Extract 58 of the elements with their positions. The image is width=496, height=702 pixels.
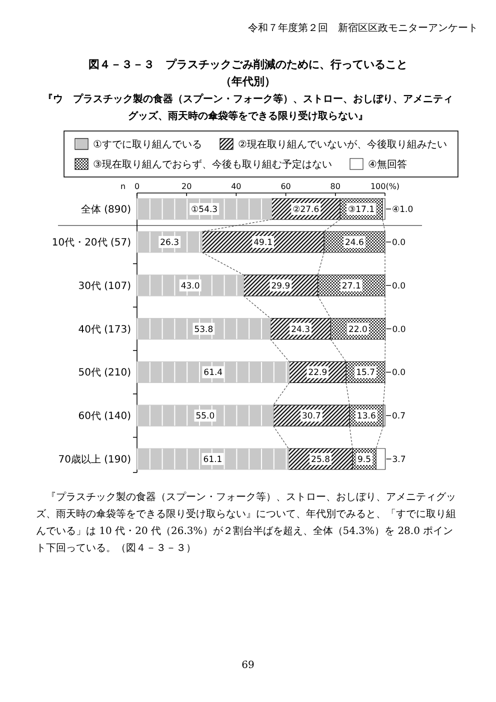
bar bbox=[136, 404, 274, 426]
data-label: 0.0 bbox=[392, 368, 406, 378]
data-label: 55.0 bbox=[196, 412, 215, 422]
text: 69 bbox=[242, 660, 254, 671]
data-label: 26.3 bbox=[160, 238, 180, 248]
x-tick-label: 40 bbox=[231, 182, 242, 191]
text: 『プラスチック製の食器（スプーン・フォーク等）、ストロー、おしぼり、アメニティグッズ、雨天時の傘袋等をできる限り受け取らない』について、年代別でみると、「すでに取り組んでいる」は 10 代・20 代（26.3%）が２割台半ばを超え、全体（54.3%）を 28.0 ポイント下回っている。（図４－３－３） bbox=[36, 491, 456, 554]
data-label: ④1.0 bbox=[392, 205, 414, 215]
data-label: 61.1 bbox=[203, 455, 222, 465]
y-tick-label: 40代 (173) bbox=[78, 324, 132, 336]
bar bbox=[136, 361, 290, 383]
text: 令和７年度第２回 新宿区区政モニターアンケート bbox=[248, 22, 478, 34]
chart-title: 図４－３－３ プラスチックごみ削減のために、行っていること bbox=[88, 58, 408, 71]
bar bbox=[202, 231, 324, 253]
data-label: 0.7 bbox=[392, 412, 406, 422]
data-label: ②27.6 bbox=[292, 205, 320, 215]
x-tick-label: 0 bbox=[134, 182, 140, 191]
data-label: 24.3 bbox=[291, 324, 310, 335]
data-label: ①54.3 bbox=[191, 205, 218, 215]
data-label: 27.1 bbox=[342, 281, 361, 292]
data-label: 22.9 bbox=[308, 368, 328, 378]
y-tick-label: 30代 (107) bbox=[78, 280, 132, 292]
data-label: 24.6 bbox=[345, 238, 364, 248]
legend-label: ③現在取り組んでおらず、今後も取り組む予定はない bbox=[93, 158, 332, 170]
x-tick-label: 20 bbox=[182, 182, 192, 191]
legend-label: ②現在取り組んでいないが、今後取り組みたい bbox=[238, 138, 447, 150]
data-label: 15.7 bbox=[356, 368, 375, 378]
y-tick-label: 70歳以上 (190) bbox=[58, 454, 132, 466]
data-label: 30.7 bbox=[302, 412, 321, 422]
legend-label: ①すでに取り組んでいる bbox=[93, 140, 202, 150]
data-label: 0.0 bbox=[392, 238, 406, 248]
data-label: 25.8 bbox=[311, 455, 330, 465]
bar bbox=[136, 448, 289, 470]
y-tick-label: 全体 (890) bbox=[80, 204, 132, 216]
data-label: ③17.1 bbox=[348, 205, 375, 215]
data-label: 3.7 bbox=[392, 455, 406, 465]
y-tick-label: 60代 (140) bbox=[78, 411, 132, 422]
bar bbox=[136, 274, 244, 296]
y-tick-label: 50代 (210) bbox=[78, 368, 132, 379]
data-label: 61.4 bbox=[204, 368, 223, 378]
x-tick-label: 100(%) bbox=[370, 182, 400, 191]
data-label: 0.0 bbox=[392, 324, 406, 335]
data-label: 0.0 bbox=[392, 281, 406, 292]
x-tick-label: 80 bbox=[330, 182, 340, 191]
data-label: 22.0 bbox=[348, 324, 368, 335]
y-tick-label: 10代・20代 (57) bbox=[52, 238, 132, 248]
bar bbox=[136, 318, 271, 340]
data-label: 53.8 bbox=[194, 324, 214, 335]
data-label: 49.1 bbox=[254, 238, 273, 248]
legend-label: ④無回答 bbox=[368, 158, 407, 170]
x-tick-label: 60 bbox=[280, 182, 291, 191]
text: n bbox=[120, 182, 126, 191]
data-label: 43.0 bbox=[180, 281, 200, 292]
data-label: 29.9 bbox=[271, 281, 290, 292]
data-label: 13.6 bbox=[356, 412, 376, 422]
data-label: 9.5 bbox=[358, 455, 372, 465]
chart-subtitle: （年代別） bbox=[220, 75, 276, 88]
text: 『ウ プラスチック製の食器（スプーン・フォーク等）、ストロー、おしぼり、アメニティグッズ、雨天時の傘袋等をできる限り受け取らない』 bbox=[43, 93, 453, 122]
